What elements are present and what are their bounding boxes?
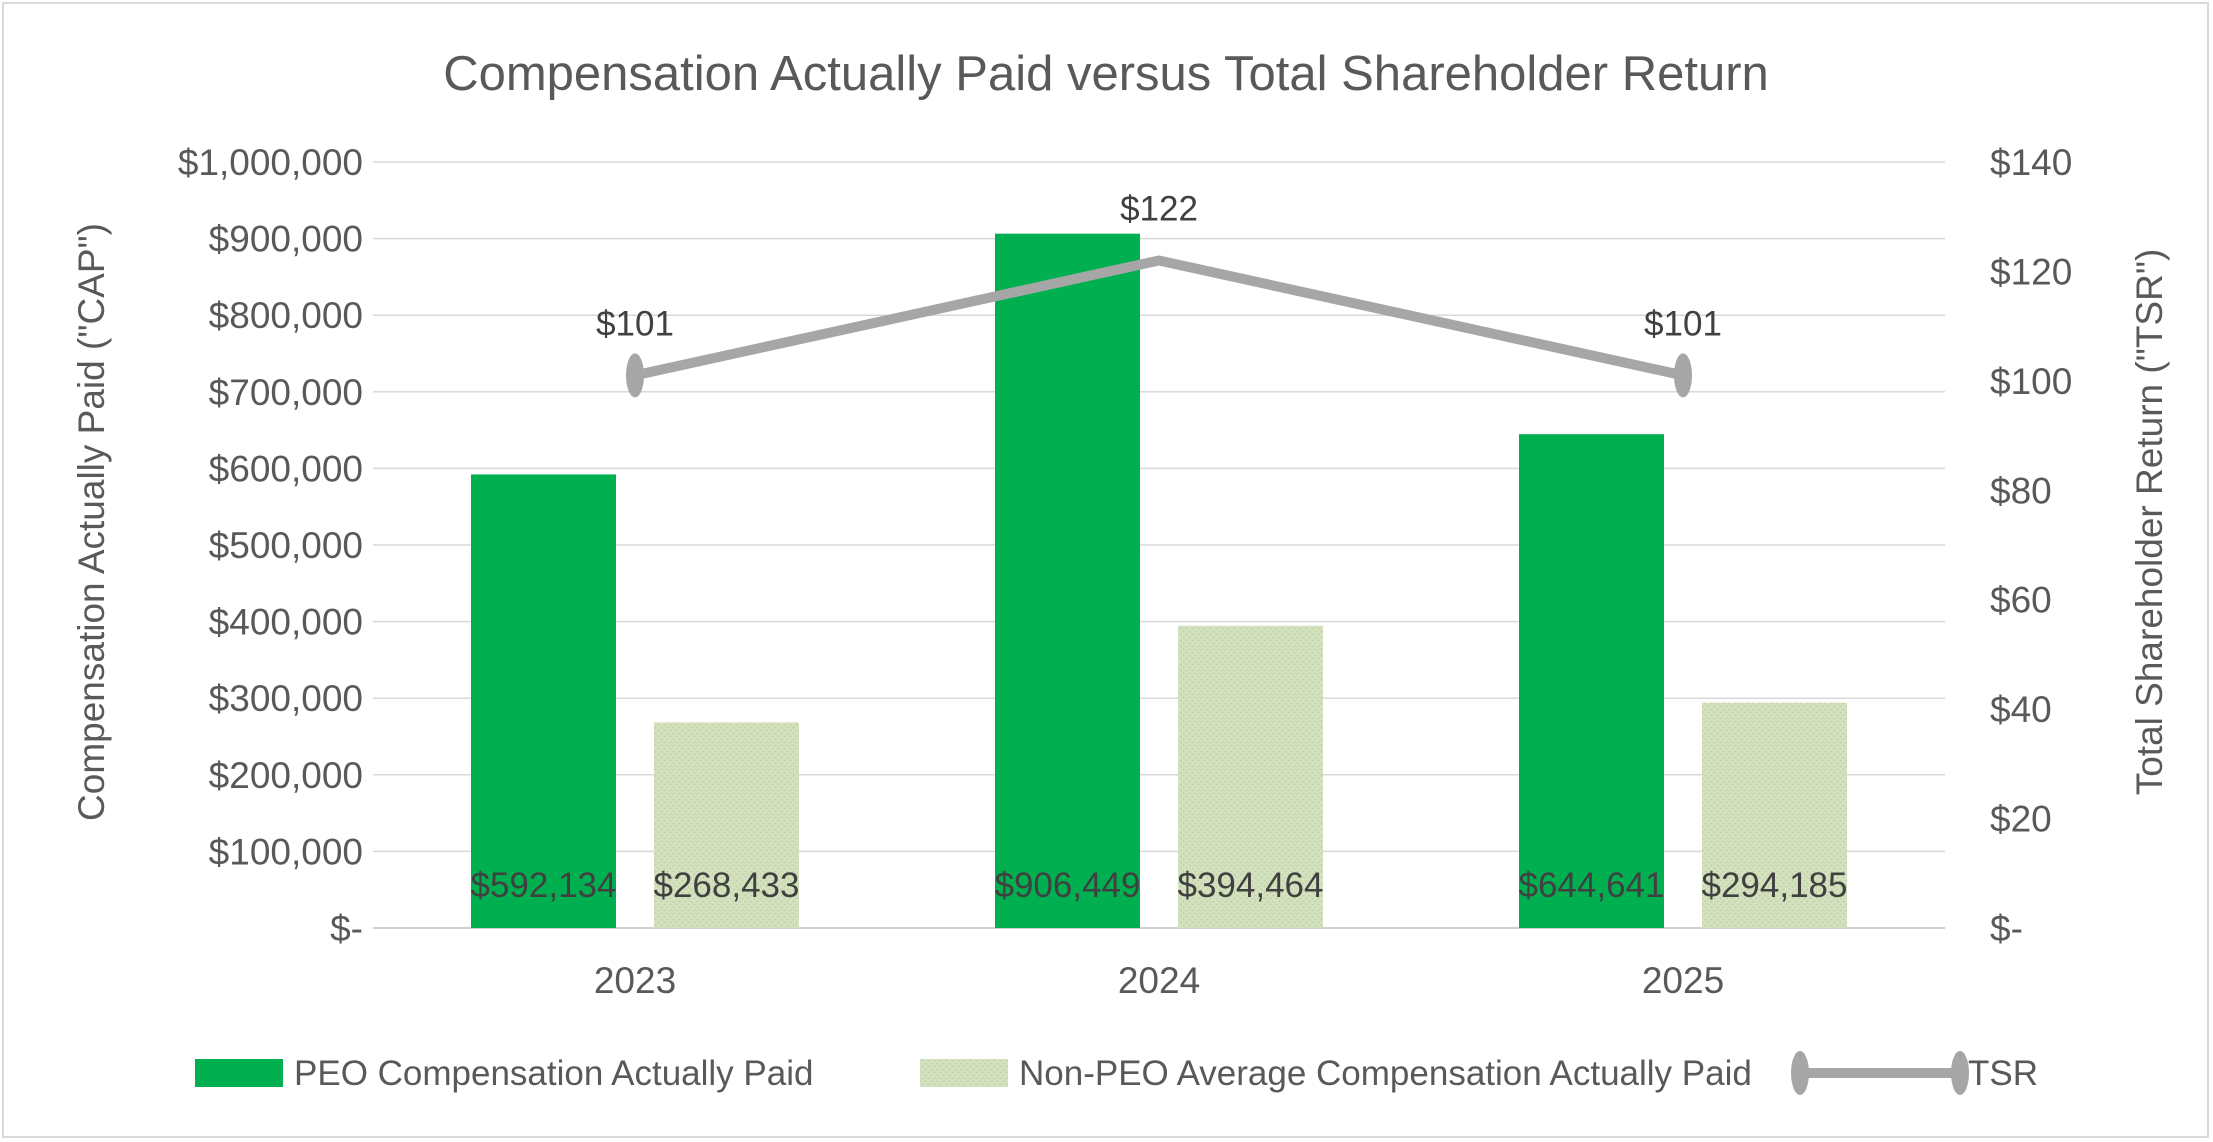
left-axis-tick-label: $300,000 <box>209 678 363 719</box>
tsr-line <box>633 255 1685 381</box>
bars: $592,134 $268,433 $906,449 $394,464 $644,641… <box>471 233 1848 929</box>
right-axis-tick-label: $140 <box>1990 142 2072 183</box>
right-axis-tick-label: $120 <box>1990 251 2072 292</box>
tsr-label-2024: $122 <box>1120 189 1198 228</box>
tsr-marker-2023 <box>626 353 644 398</box>
right-axis-tick-label: $40 <box>1990 689 2052 730</box>
right-axis-tick-label: $80 <box>1990 470 2052 511</box>
left-axis-tick-label: $1,000,000 <box>178 142 363 183</box>
data-label-peo-2024: $906,449 <box>995 866 1141 905</box>
data-label-non-peo-2023: $268,433 <box>654 866 800 905</box>
x-axis-label-2023: 2023 <box>594 960 676 1001</box>
legend-swatch-peo <box>195 1059 283 1087</box>
tsr-label-2025: $101 <box>1644 304 1722 343</box>
tsr-line-series: $101 $122 $101 <box>596 189 1722 398</box>
bar-non-peo-2025 <box>1702 702 1847 928</box>
right-axis-title: Total Shareholder Return ("TSR") <box>2129 249 2170 796</box>
x-axis-label-2024: 2024 <box>1118 960 1200 1001</box>
x-axis-label-2025: 2025 <box>1642 960 1724 1001</box>
legend: PEO Compensation Actually Paid Non-PEO Av… <box>195 1051 2038 1095</box>
bar-peo-2023 <box>471 474 616 928</box>
left-axis-tick-label: $100,000 <box>209 831 363 872</box>
left-axis-tick-label: $500,000 <box>209 525 363 566</box>
left-axis-ticks: $- $100,000 $200,000 $300,000 $400,000 $500,0… <box>178 142 363 949</box>
legend-label-non-peo: Non-PEO Average Compensation Actually Pa… <box>1019 1054 1752 1093</box>
right-axis-tick-label: $20 <box>1990 799 2052 840</box>
right-axis-tick-label: $- <box>1990 908 2023 949</box>
tsr-label-2023: $101 <box>596 304 674 343</box>
legend-swatch-non-peo <box>920 1059 1008 1087</box>
chart-title: Compensation Actually Paid versus Total … <box>443 47 1769 101</box>
legend-label-tsr: TSR <box>1968 1054 2038 1093</box>
left-axis-title: Compensation Actually Paid ("CAP") <box>71 223 112 821</box>
left-axis-tick-label: $600,000 <box>209 448 363 489</box>
bar-peo-2025 <box>1519 434 1664 928</box>
right-axis-tick-label: $100 <box>1990 361 2072 402</box>
bar-peo-2024 <box>995 233 1140 929</box>
right-axis-ticks: $- $20 $40 $60 $80 $100 $120 $140 <box>1990 142 2072 949</box>
category-labels: 2023 2024 2025 <box>594 960 1724 1001</box>
data-label-peo-2025: $644,641 <box>1519 866 1665 905</box>
left-axis-tick-label: $400,000 <box>209 602 363 643</box>
legend-swatch-tsr-marker-right <box>1951 1051 1969 1095</box>
legend-label-peo: PEO Compensation Actually Paid <box>294 1054 813 1093</box>
data-label-peo-2023: $592,134 <box>471 866 617 905</box>
left-axis-tick-label: $- <box>330 908 363 949</box>
data-label-non-peo-2024: $394,464 <box>1178 866 1324 905</box>
data-label-non-peo-2025: $294,185 <box>1702 866 1848 905</box>
right-axis-tick-label: $60 <box>1990 580 2052 621</box>
left-axis-tick-label: $700,000 <box>209 372 363 413</box>
gridlines <box>373 161 1945 929</box>
tsr-marker-2025 <box>1674 353 1692 398</box>
bar-non-peo-2023 <box>654 722 799 928</box>
left-axis-tick-label: $900,000 <box>209 219 363 260</box>
left-axis-tick-label: $200,000 <box>209 755 363 796</box>
bar-non-peo-2024 <box>1178 625 1323 928</box>
legend-swatch-tsr-marker-left <box>1791 1051 1809 1095</box>
left-axis-tick-label: $800,000 <box>209 295 363 336</box>
